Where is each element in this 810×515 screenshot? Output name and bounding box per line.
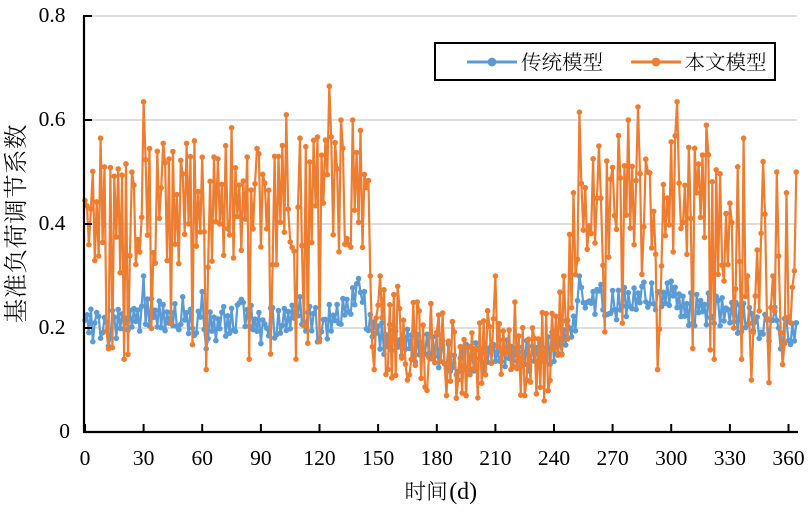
svg-text:240: 240 xyxy=(538,446,570,470)
svg-text:120: 120 xyxy=(303,446,335,470)
svg-text:0: 0 xyxy=(59,419,70,443)
svg-text:330: 330 xyxy=(714,446,746,470)
svg-text:210: 210 xyxy=(479,446,511,470)
svg-text:0: 0 xyxy=(80,446,91,470)
svg-text:0.2: 0.2 xyxy=(39,315,66,339)
svg-text:300: 300 xyxy=(655,446,687,470)
svg-text:180: 180 xyxy=(421,446,453,470)
svg-text:60: 60 xyxy=(191,446,213,470)
svg-text:30: 30 xyxy=(133,446,155,470)
svg-text:0.8: 0.8 xyxy=(39,3,66,27)
svg-text:(d): (d) xyxy=(449,479,477,505)
svg-text:90: 90 xyxy=(250,446,272,470)
svg-text:360: 360 xyxy=(772,446,804,470)
svg-text:0.6: 0.6 xyxy=(39,107,66,131)
svg-text:150: 150 xyxy=(362,446,394,470)
svg-text:0.4: 0.4 xyxy=(39,211,66,235)
svg-text:270: 270 xyxy=(596,446,628,470)
